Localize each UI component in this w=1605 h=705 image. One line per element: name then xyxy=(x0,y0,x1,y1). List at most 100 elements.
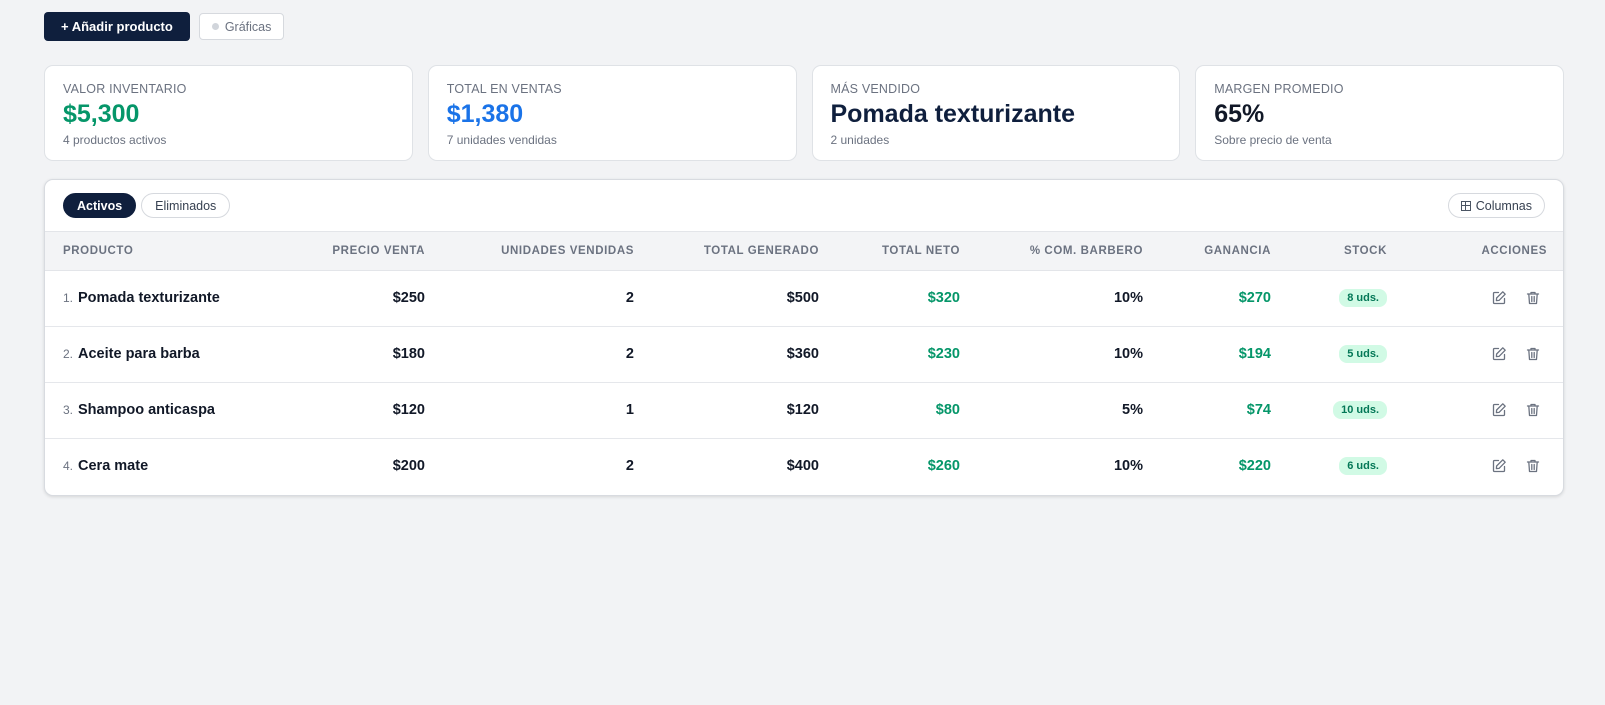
stat-card-sub: 4 productos activos xyxy=(63,133,167,147)
stock-badge: 5 uds. xyxy=(1339,345,1387,363)
stock-badge: 10 uds. xyxy=(1333,401,1387,419)
table-header-row: PRODUCTO PRECIO VENTA UNIDADES VENDIDAS … xyxy=(45,232,1563,271)
trash-icon[interactable] xyxy=(1525,402,1541,418)
product-name: Cera mate xyxy=(78,458,149,475)
row-actions xyxy=(1387,346,1563,362)
product-cell: 4. Cera mate xyxy=(45,438,245,494)
total-cell: $120 xyxy=(786,402,819,418)
row-index: 1. xyxy=(63,291,74,305)
table-row: 2. Aceite para barba $180 2 $360 $230 10%… xyxy=(45,326,1563,382)
charts-button[interactable]: Gráficas xyxy=(198,13,285,40)
products-table: PRODUCTO PRECIO VENTA UNIDADES VENDIDAS … xyxy=(45,232,1563,494)
stat-card-total-sales: TOTAL EN VENTAS $1,380 7 unidades vendid… xyxy=(427,65,797,161)
row-index: 2. xyxy=(63,347,74,361)
col-header-profit[interactable]: GANANCIA xyxy=(1143,232,1271,271)
stock-cell: 6 uds. xyxy=(1271,438,1387,494)
commission-cell: 10% xyxy=(1113,346,1143,362)
price-cell: $250 xyxy=(392,290,425,306)
columns-button-label: Columnas xyxy=(1475,198,1532,213)
actions-cell xyxy=(1387,438,1563,494)
product-name: Pomada texturizante xyxy=(78,290,220,306)
net-cell: $320 xyxy=(927,290,960,306)
toolbar: + Añadir producto Gráficas xyxy=(44,12,285,41)
net-cell: $230 xyxy=(927,346,960,362)
stat-card-label: MÁS VENDIDO xyxy=(830,82,921,96)
stock-badge: 6 uds. xyxy=(1339,457,1387,476)
table-row: 4. Cera mate $200 2 $400 $260 10% $220 6 … xyxy=(45,438,1563,494)
stat-card-value: 65% xyxy=(1214,100,1265,128)
col-header-stock[interactable]: STOCK xyxy=(1271,232,1387,271)
columns-button[interactable]: Columnas xyxy=(1447,193,1545,218)
tab-deleted[interactable]: Eliminados xyxy=(141,193,231,218)
table-row: 1. Pomada texturizante $250 2 $500 $320 1… xyxy=(45,270,1563,326)
stock-cell: 5 uds. xyxy=(1271,326,1387,382)
stat-card-label: TOTAL EN VENTAS xyxy=(446,82,562,96)
tab-active[interactable]: Activos xyxy=(63,193,137,218)
price-cell: $120 xyxy=(392,402,425,418)
stock-badge: 8 uds. xyxy=(1339,289,1387,307)
table-row: 3. Shampoo anticaspa $120 1 $120 $80 5% $… xyxy=(45,382,1563,438)
stat-card-value: $1,380 xyxy=(446,100,524,128)
edit-icon[interactable] xyxy=(1491,458,1507,474)
col-header-commission[interactable]: % COM. BARBERO xyxy=(960,232,1143,271)
trash-icon[interactable] xyxy=(1525,290,1541,306)
total-cell: $400 xyxy=(786,458,819,475)
col-header-net[interactable]: TOTAL NETO xyxy=(819,232,960,271)
col-header-price[interactable]: PRECIO VENTA xyxy=(245,232,425,271)
row-actions xyxy=(1387,290,1563,306)
col-header-total[interactable]: TOTAL GENERADO xyxy=(634,232,819,271)
status-tabs: Activos Eliminados xyxy=(63,193,231,218)
units-cell: 2 xyxy=(625,458,634,475)
profit-cell: $220 xyxy=(1238,458,1271,475)
dot-icon xyxy=(211,23,219,30)
price-cell: $200 xyxy=(392,458,425,475)
product-name: Shampoo anticaspa xyxy=(78,402,215,418)
profit-cell: $270 xyxy=(1238,290,1271,306)
commission-cell: 10% xyxy=(1113,290,1143,306)
units-cell: 2 xyxy=(625,290,634,306)
stat-card-value: Pomada texturizante xyxy=(830,100,1076,128)
stat-card-label: MARGEN PROMEDIO xyxy=(1214,82,1344,96)
grid-icon xyxy=(1460,200,1471,211)
stat-card-label: VALOR INVENTARIO xyxy=(63,82,187,96)
add-product-button[interactable]: + Añadir producto xyxy=(44,12,190,41)
row-actions xyxy=(1387,402,1563,418)
actions-cell xyxy=(1387,270,1563,326)
trash-icon[interactable] xyxy=(1525,346,1541,362)
charts-button-label: Gráficas xyxy=(224,19,272,34)
stock-cell: 8 uds. xyxy=(1271,270,1387,326)
total-cell: $360 xyxy=(786,346,819,362)
stat-card-sub: 7 unidades vendidas xyxy=(446,133,557,147)
units-cell: 2 xyxy=(625,346,634,362)
actions-cell xyxy=(1387,382,1563,438)
stat-card-avg-margin: MARGEN PROMEDIO 65% Sobre precio de vent… xyxy=(1195,65,1564,161)
total-cell: $500 xyxy=(786,290,819,306)
stat-card-sub: 2 unidades xyxy=(830,133,890,147)
row-index: 4. xyxy=(63,459,74,474)
edit-icon[interactable] xyxy=(1491,290,1507,306)
row-index: 3. xyxy=(63,403,74,417)
edit-icon[interactable] xyxy=(1491,402,1507,418)
product-cell: 2. Aceite para barba xyxy=(45,326,245,382)
commission-cell: 10% xyxy=(1113,458,1143,475)
stat-card-sub: Sobre precio de venta xyxy=(1214,133,1332,147)
stat-card-best-seller: MÁS VENDIDO Pomada texturizante 2 unidad… xyxy=(811,65,1181,161)
row-actions xyxy=(1387,458,1563,474)
stat-card-value: $5,300 xyxy=(63,100,140,128)
table-body: 1. Pomada texturizante $250 2 $500 $320 1… xyxy=(45,270,1563,494)
col-header-product[interactable]: PRODUCTO xyxy=(45,232,245,271)
product-cell: 1. Pomada texturizante xyxy=(45,270,245,326)
col-header-units[interactable]: UNIDADES VENDIDAS xyxy=(425,232,634,271)
net-cell: $80 xyxy=(935,402,960,418)
stat-card-inventory-value: VALOR INVENTARIO $5,300 4 productos acti… xyxy=(44,65,413,161)
units-cell: 1 xyxy=(625,402,634,418)
stat-cards: VALOR INVENTARIO $5,300 4 productos acti… xyxy=(44,65,1564,161)
edit-icon[interactable] xyxy=(1491,346,1507,362)
commission-cell: 5% xyxy=(1122,402,1143,418)
panel-header: Activos Eliminados Columnas xyxy=(45,180,1563,232)
profit-cell: $74 xyxy=(1246,402,1271,418)
trash-icon[interactable] xyxy=(1525,458,1541,474)
products-panel: Activos Eliminados Columnas PRODUCTO PRE… xyxy=(44,179,1564,496)
net-cell: $260 xyxy=(927,458,960,475)
